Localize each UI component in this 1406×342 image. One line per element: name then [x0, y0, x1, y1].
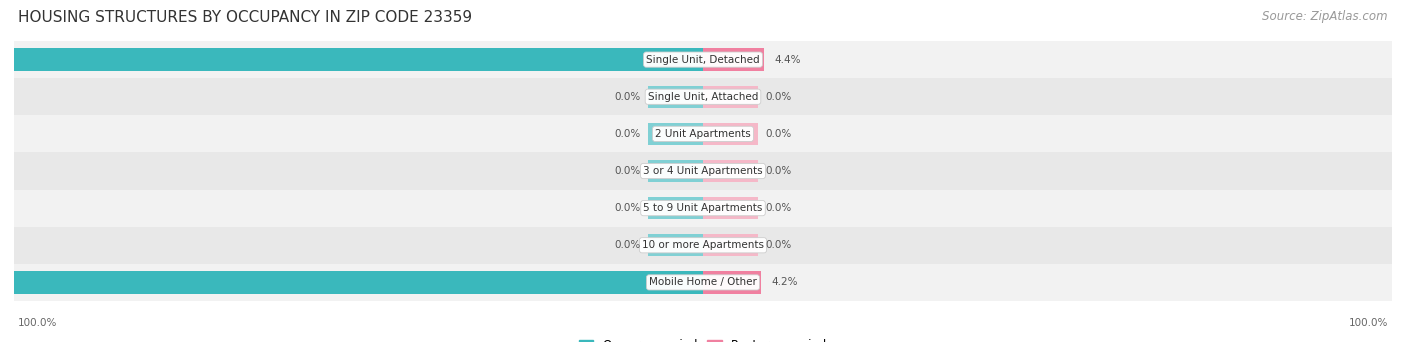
Legend: Owner-occupied, Renter-occupied: Owner-occupied, Renter-occupied [579, 339, 827, 342]
Bar [703, 160, 758, 182]
Text: 0.0%: 0.0% [614, 203, 641, 213]
Bar [703, 86, 758, 108]
Bar [703, 49, 763, 71]
Text: 0.0%: 0.0% [765, 92, 792, 102]
Bar [648, 123, 703, 145]
Text: 0.0%: 0.0% [614, 92, 641, 102]
Text: Source: ZipAtlas.com: Source: ZipAtlas.com [1263, 10, 1388, 23]
Text: 0.0%: 0.0% [765, 129, 792, 139]
Text: 0.0%: 0.0% [614, 240, 641, 250]
Text: 10 or more Apartments: 10 or more Apartments [643, 240, 763, 250]
Text: HOUSING STRUCTURES BY OCCUPANCY IN ZIP CODE 23359: HOUSING STRUCTURES BY OCCUPANCY IN ZIP C… [18, 10, 472, 25]
Text: 3 or 4 Unit Apartments: 3 or 4 Unit Apartments [643, 166, 763, 176]
Bar [0, 271, 703, 293]
Text: 4.2%: 4.2% [772, 277, 799, 287]
Bar [703, 271, 761, 293]
Bar [0, 49, 703, 71]
Bar [703, 123, 758, 145]
Bar [648, 86, 703, 108]
Text: 0.0%: 0.0% [765, 203, 792, 213]
Text: 0.0%: 0.0% [765, 166, 792, 176]
Bar [648, 160, 703, 182]
Bar [703, 234, 758, 256]
Bar [14, 78, 1392, 115]
Text: 0.0%: 0.0% [614, 129, 641, 139]
Bar [14, 153, 1392, 189]
Bar [14, 264, 1392, 301]
Bar [14, 189, 1392, 227]
Bar [14, 41, 1392, 78]
Bar [14, 227, 1392, 264]
Text: 100.0%: 100.0% [1348, 318, 1388, 328]
Bar [14, 115, 1392, 153]
Bar [648, 197, 703, 219]
Bar [703, 197, 758, 219]
Text: 0.0%: 0.0% [765, 240, 792, 250]
Text: Mobile Home / Other: Mobile Home / Other [650, 277, 756, 287]
Text: 0.0%: 0.0% [614, 166, 641, 176]
Text: 5 to 9 Unit Apartments: 5 to 9 Unit Apartments [644, 203, 762, 213]
Bar [648, 234, 703, 256]
Text: Single Unit, Detached: Single Unit, Detached [647, 55, 759, 65]
Text: 2 Unit Apartments: 2 Unit Apartments [655, 129, 751, 139]
Text: 4.4%: 4.4% [775, 55, 801, 65]
Text: 100.0%: 100.0% [18, 318, 58, 328]
Text: Single Unit, Attached: Single Unit, Attached [648, 92, 758, 102]
